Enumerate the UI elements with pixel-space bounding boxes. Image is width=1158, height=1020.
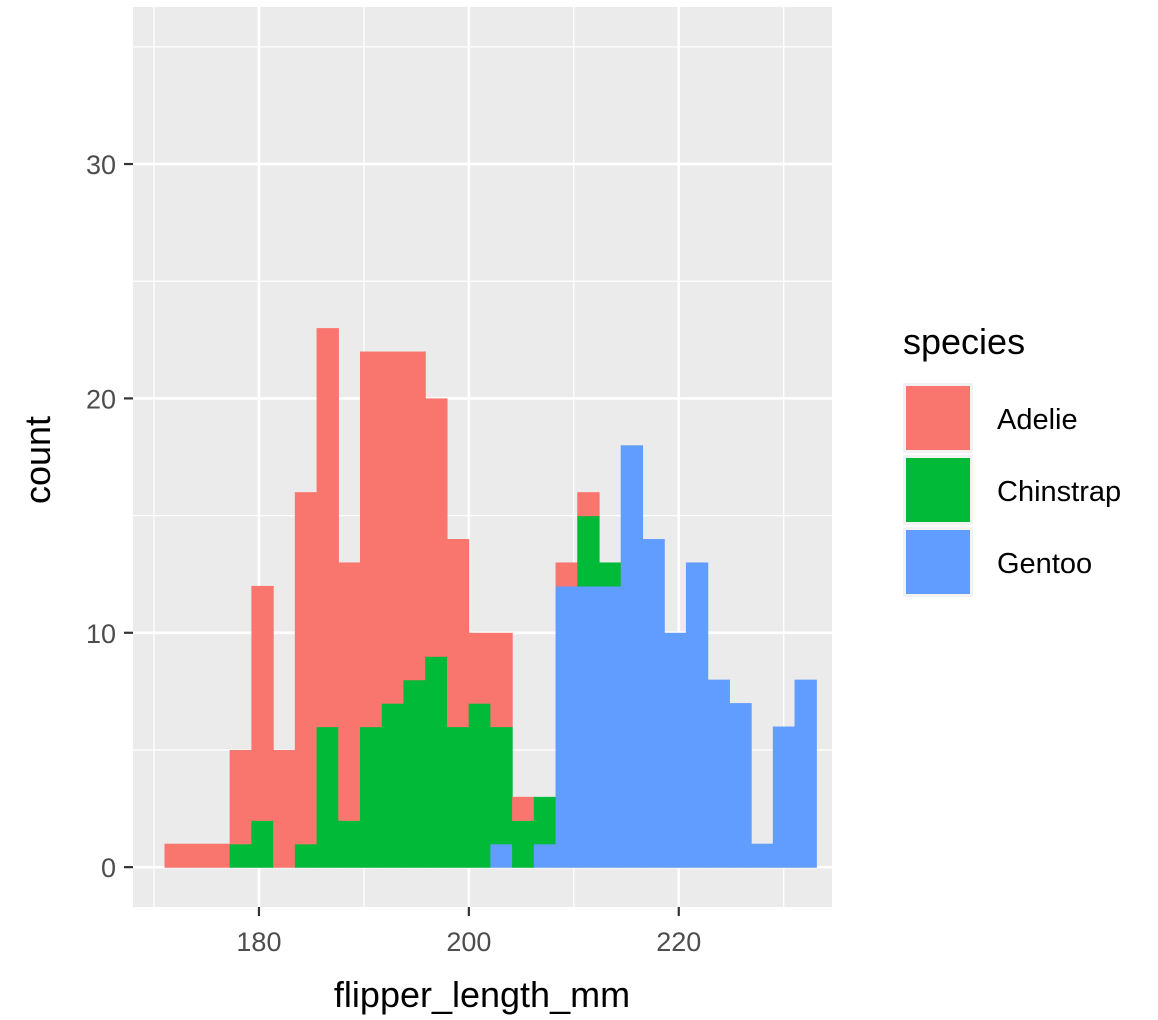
x-axis-title: flipper_length_mm: [334, 974, 630, 1015]
bar-gentoo: [794, 679, 817, 868]
bar-adelie: [316, 328, 339, 728]
bar-adelie: [294, 492, 318, 845]
bar-chinstrap: [512, 820, 535, 868]
bar-chinstrap: [446, 726, 470, 868]
bar-gentoo: [533, 843, 557, 868]
x-tick-label: 220: [656, 927, 701, 957]
bars: [164, 328, 817, 868]
bar-gentoo: [577, 585, 600, 868]
bar-adelie: [207, 843, 231, 868]
legend-label-chinstrap: Chinstrap: [997, 476, 1121, 508]
bar-adelie: [468, 632, 491, 704]
bar-adelie: [164, 843, 187, 868]
y-tick-label: 0: [101, 853, 116, 883]
bar-gentoo: [555, 585, 578, 868]
legend-swatch-gentoo: [906, 530, 970, 594]
bar-chinstrap: [533, 796, 557, 845]
bar-chinstrap: [403, 679, 426, 868]
x-tick-label: 200: [446, 927, 491, 957]
bar-chinstrap: [599, 562, 622, 587]
legend-swatch-chinstrap: [906, 458, 970, 522]
bar-gentoo: [707, 679, 730, 868]
bar-chinstrap: [425, 656, 448, 868]
legend-title: species: [903, 321, 1025, 362]
y-tick-label: 30: [86, 150, 116, 180]
y-axis-title: count: [17, 416, 58, 504]
bar-chinstrap: [577, 515, 600, 587]
legend: species Adelie Chinstrap Gentoo: [903, 321, 1121, 597]
bar-chinstrap: [360, 726, 383, 868]
bar-gentoo: [620, 445, 644, 868]
bar-adelie: [490, 632, 513, 728]
bar-chinstrap: [251, 820, 274, 868]
bar-adelie: [403, 351, 426, 681]
bar-gentoo: [685, 562, 709, 868]
bar-gentoo: [729, 703, 752, 868]
legend-label-adelie: Adelie: [997, 404, 1078, 436]
bar-adelie: [186, 843, 209, 868]
bar-gentoo: [599, 585, 622, 868]
bar-adelie: [251, 585, 274, 821]
bar-chinstrap: [468, 703, 491, 868]
bar-adelie: [512, 796, 535, 821]
bar-adelie: [425, 398, 448, 657]
bar-adelie: [555, 562, 578, 587]
bar-chinstrap: [294, 843, 318, 868]
bar-chinstrap: [338, 820, 361, 868]
bar-adelie: [273, 749, 296, 868]
bar-gentoo: [751, 843, 774, 868]
x-tick-label: 180: [236, 927, 281, 957]
bar-adelie: [229, 749, 252, 845]
bar-chinstrap: [229, 843, 252, 868]
bar-gentoo: [664, 632, 687, 868]
bar-gentoo: [772, 726, 796, 868]
bar-gentoo: [642, 539, 665, 868]
bar-adelie: [338, 562, 361, 821]
bar-adelie: [577, 492, 600, 517]
y-tick-label: 10: [86, 619, 116, 649]
y-axis: 0 10 20 30: [86, 150, 133, 883]
bar-adelie: [360, 351, 383, 728]
bar-adelie: [381, 351, 405, 704]
legend-swatch-adelie: [906, 386, 970, 450]
y-tick-label: 20: [86, 384, 116, 414]
bar-chinstrap: [316, 726, 339, 868]
bar-chinstrap: [490, 726, 513, 845]
bar-adelie: [446, 539, 470, 728]
bar-gentoo: [490, 843, 513, 868]
bar-chinstrap: [381, 703, 405, 868]
x-axis: 180 200 220: [236, 907, 701, 957]
legend-label-gentoo: Gentoo: [997, 548, 1092, 580]
